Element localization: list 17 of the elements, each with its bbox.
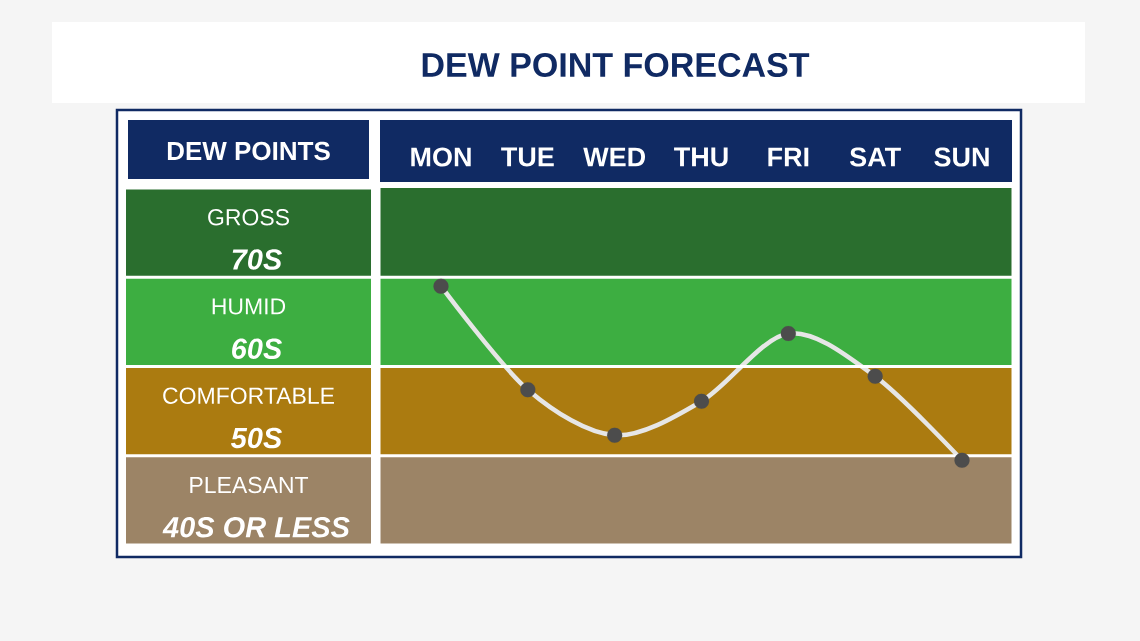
text: COMFORTABLE bbox=[163, 387, 334, 404]
x-tick-label: TUE bbox=[501, 147, 554, 167]
text: HUMID bbox=[212, 298, 286, 315]
text: GROSS bbox=[208, 209, 289, 226]
y-tick-label: 60S bbox=[232, 338, 282, 359]
y-tick-label: 50S bbox=[230, 427, 282, 449]
x-tick-label: SAT bbox=[849, 147, 901, 167]
y-axis-title: DEW POINTS bbox=[167, 141, 330, 161]
x-tick-label: WED bbox=[583, 147, 646, 167]
x-tick-label: MON bbox=[411, 147, 471, 167]
y-tick-label: 70S bbox=[232, 249, 282, 270]
x-tick-label: SUN bbox=[934, 147, 989, 167]
x-tick-label: THU bbox=[674, 147, 728, 167]
text: PLEASANT bbox=[190, 476, 309, 494]
y-tick-label: 40S OR LESS bbox=[162, 516, 350, 538]
x-tick-label: FRI bbox=[768, 147, 809, 167]
chart-title: DEW POINT FORECAST bbox=[422, 52, 810, 78]
